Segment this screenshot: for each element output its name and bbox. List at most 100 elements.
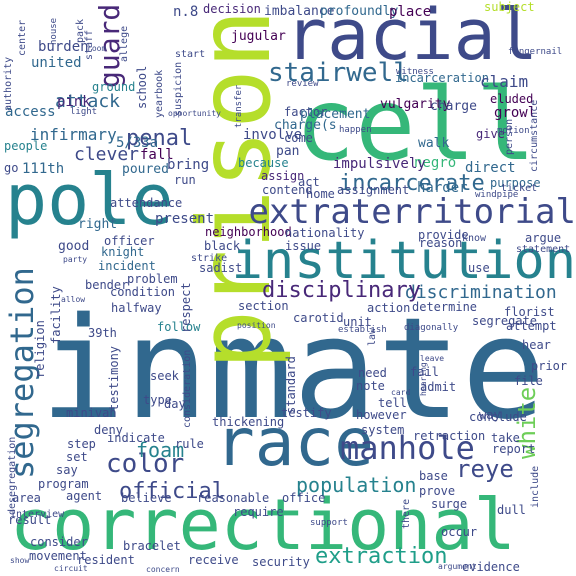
word-follow: follow: [157, 320, 201, 334]
word-racial: racial: [285, 0, 538, 76]
word-carotid: carotid: [293, 311, 344, 325]
word-result: result: [8, 513, 52, 527]
word-involve: involve: [243, 127, 303, 143]
word-office: office: [282, 491, 326, 505]
word-reasonable: reasonable: [197, 491, 270, 505]
word-testify: testify: [281, 406, 332, 420]
word-dull: dull: [497, 503, 526, 517]
word-knight: knight: [101, 245, 145, 259]
word-bender: bender: [85, 278, 129, 292]
word-extraterritorial: extraterritorial: [248, 192, 576, 232]
word-strike: strike: [191, 253, 228, 264]
word-school: school: [135, 65, 149, 110]
word-assignment: assignment: [337, 183, 410, 197]
word-circuit: circuit: [54, 564, 88, 573]
word-house: house: [49, 17, 59, 45]
word-present: present: [155, 211, 215, 227]
word-correctional: correctional: [10, 484, 516, 566]
word-burden: burden: [38, 39, 89, 55]
word-n-8: n.8: [173, 4, 199, 20]
word-ticket: ticket: [501, 183, 538, 194]
word-attendance: attendance: [110, 196, 183, 210]
word-require: require: [233, 505, 284, 519]
word-hearing: hearing: [419, 361, 428, 396]
word-prior: prior: [531, 359, 568, 373]
word-system: system: [361, 423, 405, 437]
word-concern: concern: [146, 565, 180, 574]
word-support: support: [310, 518, 348, 528]
word-take: take: [491, 431, 520, 445]
word-party: party: [63, 255, 88, 264]
word-thickening: thickening: [212, 415, 285, 429]
word-access: access: [5, 104, 56, 120]
word-officer: officer: [104, 234, 155, 248]
word-pink: pink: [57, 94, 91, 110]
word-problem: problem: [127, 272, 178, 286]
word-step: step: [67, 437, 96, 451]
word-incarcerate: incarcerate: [339, 171, 485, 196]
word-place: place: [389, 4, 432, 20]
word-file: file: [514, 374, 543, 388]
word-include: include: [530, 465, 541, 508]
word-circumstance: circumstance: [529, 99, 540, 172]
word-charge: charge: [430, 99, 477, 114]
word-resident: resident: [77, 553, 135, 567]
word-inmate: inmate: [40, 288, 546, 451]
word-deny: deny: [94, 423, 123, 437]
word-extraction: extraction: [315, 544, 448, 569]
word-start: start: [175, 49, 206, 60]
word-desegregation: desegregation: [7, 436, 18, 515]
word-incident: incident: [98, 259, 156, 273]
word-111th: 111th: [22, 161, 65, 177]
word-united: united: [31, 55, 82, 71]
word-imbalance: imbalance: [264, 4, 335, 19]
word-5-33a: 5/33a: [116, 135, 159, 151]
word-fingernail: fingernail: [508, 47, 563, 57]
word-poured: poured: [122, 162, 169, 177]
word-allow: allow: [61, 295, 86, 304]
word-tell: tell: [378, 396, 407, 410]
word-neighborhood: neighborhood: [205, 225, 292, 239]
word-minivan: minivan: [66, 406, 117, 420]
word-determine: determine: [412, 300, 478, 314]
word-black: black: [204, 239, 241, 253]
word-allege: allege: [119, 25, 130, 62]
word-eluded: eluded: [490, 92, 534, 106]
word-subject: subject: [484, 0, 535, 14]
word-ground: ground: [92, 80, 136, 94]
word-hear: hear: [522, 338, 551, 352]
word-go: go: [4, 161, 19, 175]
word-purpose: purpose: [490, 176, 541, 190]
word-because: because: [238, 156, 289, 170]
word-direct: direct: [465, 160, 516, 176]
word-come: come: [284, 131, 313, 145]
word-home: home: [306, 187, 335, 201]
word-way: way: [479, 408, 501, 422]
word-decision: decision: [203, 2, 261, 16]
word-discrimination: discrimination: [405, 282, 557, 303]
word-happen: happen: [339, 125, 372, 135]
word-person: person: [504, 118, 515, 155]
word-growl: growl: [494, 105, 537, 121]
word-pole: pole: [5, 159, 174, 241]
word-set: set: [66, 450, 88, 464]
word-unit: unit: [343, 315, 372, 329]
word-testimony: testimony: [107, 345, 121, 411]
word-incarceration: incarceration: [395, 71, 489, 85]
word-negro: negro: [414, 155, 457, 171]
word-yearbook: yearbook: [154, 69, 165, 118]
word-admit: admit: [420, 380, 457, 394]
word-factor: factor: [284, 105, 328, 119]
word-cell: cell: [295, 66, 536, 183]
word-fall: fall: [140, 147, 174, 163]
word-room: room: [87, 44, 107, 53]
word-card: card: [391, 388, 411, 397]
word-religion: religion: [33, 319, 47, 378]
word-consider: consider: [30, 535, 88, 549]
word-witness: witness: [396, 67, 434, 77]
word-surge: surge: [431, 497, 468, 511]
word-believe: believe: [121, 491, 172, 505]
word-infirmary: infirmary: [30, 125, 117, 144]
word-condition: condition: [110, 285, 176, 299]
word-official: official: [119, 479, 225, 504]
